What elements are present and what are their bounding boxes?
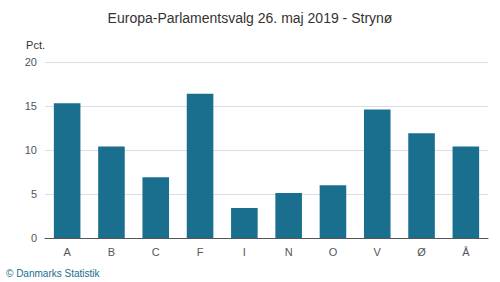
svg-text:Å: Å <box>462 246 470 258</box>
svg-text:I: I <box>243 246 246 258</box>
svg-text:© Danmarks Statistik: © Danmarks Statistik <box>6 268 101 279</box>
svg-text:15: 15 <box>25 100 37 112</box>
svg-text:F: F <box>197 246 204 258</box>
svg-text:Ø: Ø <box>417 246 426 258</box>
svg-text:Pct.: Pct. <box>26 39 45 51</box>
svg-text:Europa-Parlamentsvalg 26. maj: Europa-Parlamentsvalg 26. maj 2019 - Str… <box>108 10 393 26</box>
svg-text:0: 0 <box>31 232 37 244</box>
svg-text:5: 5 <box>31 188 37 200</box>
svg-text:O: O <box>329 246 338 258</box>
svg-text:20: 20 <box>25 56 37 68</box>
svg-text:V: V <box>374 246 382 258</box>
svg-text:N: N <box>285 246 293 258</box>
svg-text:A: A <box>63 246 71 258</box>
svg-text:10: 10 <box>25 144 37 156</box>
svg-text:B: B <box>108 246 115 258</box>
svg-text:C: C <box>152 246 160 258</box>
